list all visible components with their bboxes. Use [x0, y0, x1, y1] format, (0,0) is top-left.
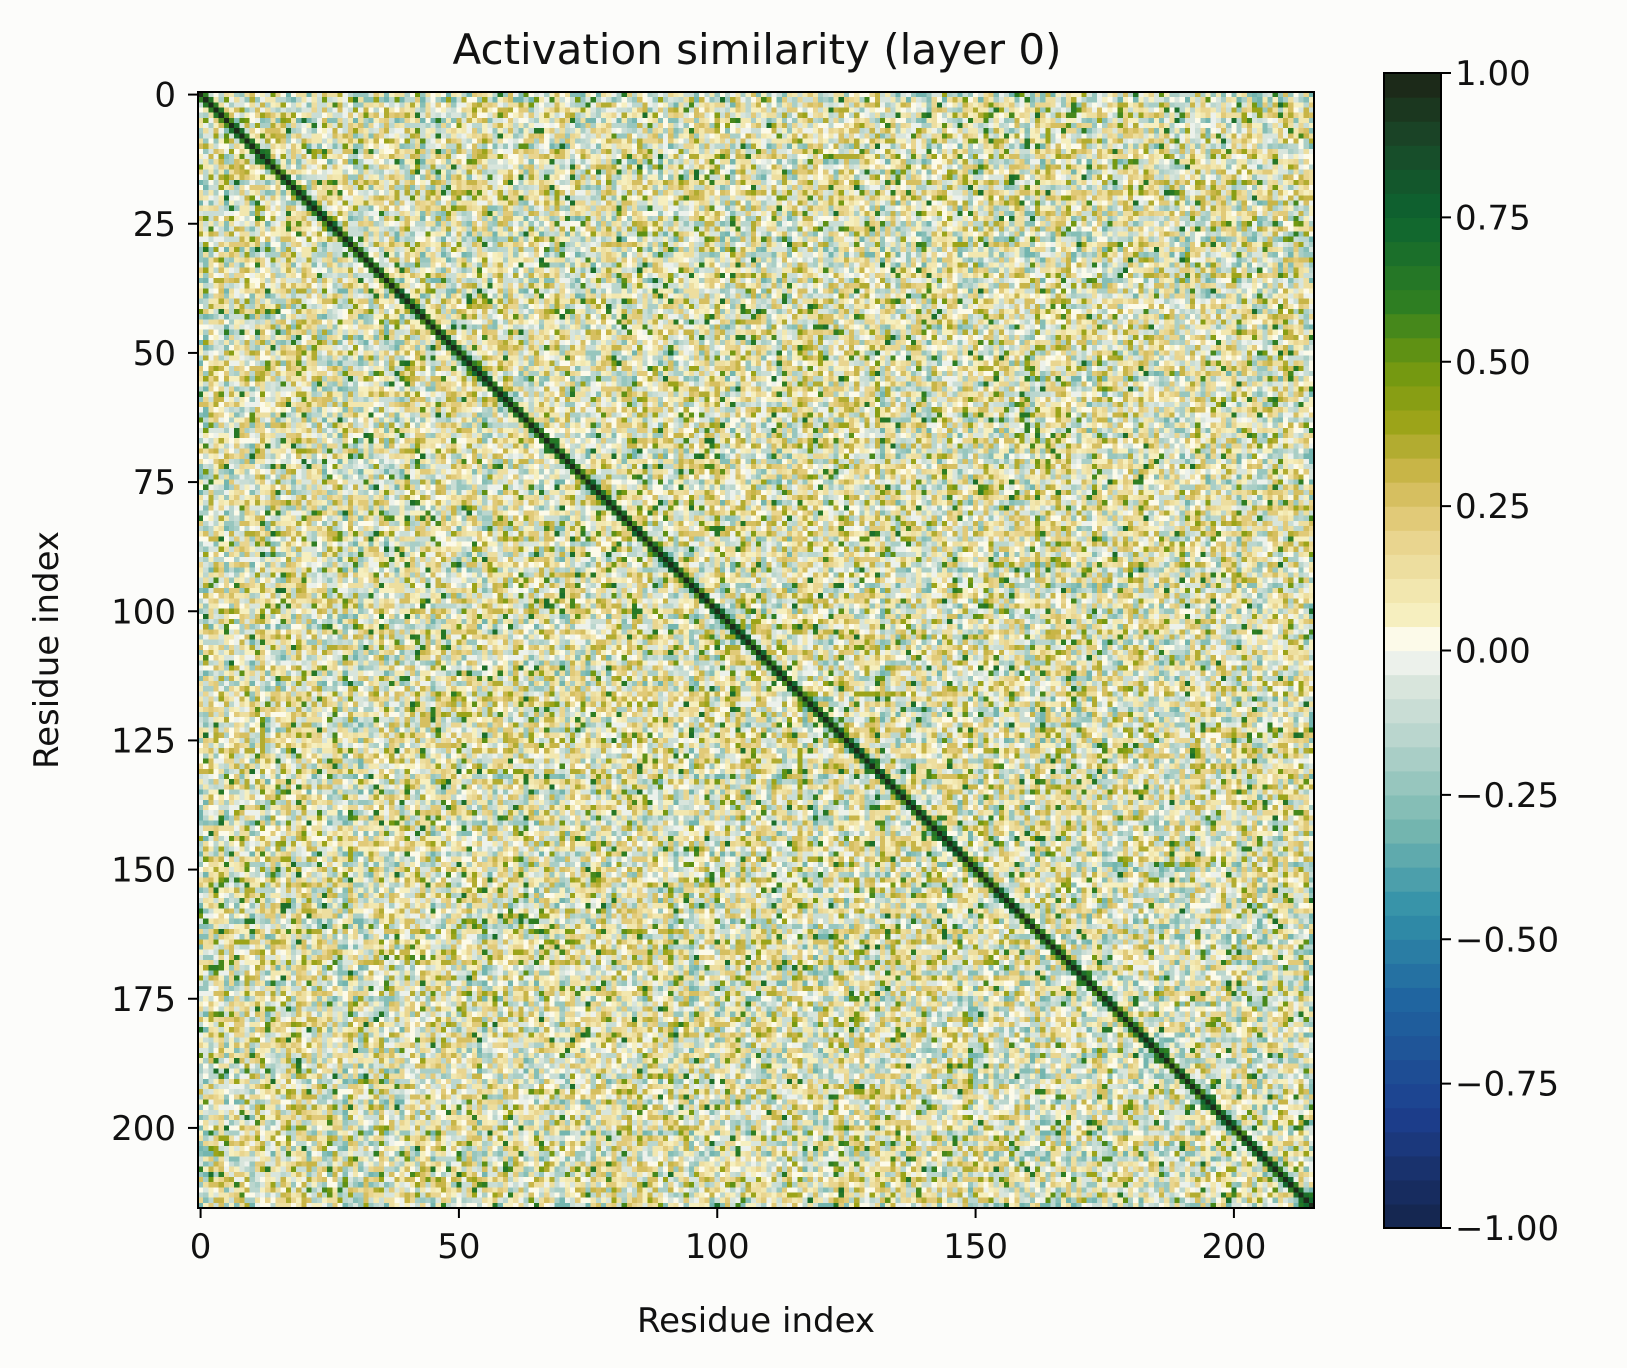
- colorbar-band: [1384, 1011, 1441, 1037]
- colorbar-band: [1384, 482, 1441, 507]
- colorbar-band: [1384, 145, 1441, 170]
- colorbar-band: [1384, 217, 1441, 243]
- y-axis: 0 25 50 75 100 125 150 175 200: [111, 76, 198, 1149]
- colorbar-tick-label: 0.00: [1455, 632, 1531, 672]
- colorbar-band: [1384, 530, 1441, 555]
- colorbar-tick-label: −1.00: [1455, 1209, 1559, 1249]
- colorbar-band: [1384, 939, 1441, 964]
- colorbar-band: [1384, 409, 1441, 435]
- colorbar-band: [1384, 337, 1441, 363]
- colorbar-band: [1384, 987, 1441, 1013]
- colorbar-band: [1384, 1059, 1441, 1085]
- y-tick-label: 175: [111, 980, 176, 1020]
- colorbar-band: [1384, 1155, 1441, 1181]
- y-tick-label: 50: [133, 334, 176, 374]
- colorbar-ticks: 1.00 0.75 0.50 0.25 0.00 −0.25 −0.50 −0.75 −1.00: [1441, 54, 1559, 1249]
- colorbar-band: [1384, 458, 1441, 483]
- colorbar-band: [1384, 554, 1441, 579]
- plot-frame: [197, 91, 1315, 1209]
- colorbar-band: [1384, 1083, 1441, 1109]
- y-tick-label: 25: [133, 205, 176, 245]
- colorbar-band: [1384, 169, 1441, 194]
- colorbar-band: [1384, 385, 1441, 411]
- y-tick-label: 75: [133, 463, 176, 503]
- colorbar-tick-label: 0.75: [1455, 198, 1531, 238]
- y-tick-label: 150: [111, 851, 176, 891]
- colorbar-band: [1384, 1179, 1441, 1205]
- y-tick-label: 0: [154, 76, 176, 116]
- colorbar-band: [1384, 361, 1441, 387]
- colorbar-band: [1384, 794, 1441, 820]
- colorbar-band: [1384, 265, 1441, 291]
- colorbar-tick-label: 0.25: [1455, 487, 1531, 527]
- colorbar-tick-label: −0.25: [1455, 776, 1559, 816]
- x-tick-label: 200: [1201, 1227, 1266, 1267]
- x-tick-label: 100: [685, 1227, 750, 1267]
- colorbar-band: [1384, 1131, 1441, 1157]
- colorbar: 1.00 0.75 0.50 0.25 0.00 −0.25 −0.50 −0.75 −1.00: [1383, 54, 1559, 1249]
- colorbar-band: [1384, 698, 1441, 724]
- colorbar-band: [1384, 602, 1441, 628]
- colorbar-band: [1384, 915, 1441, 940]
- colorbar-band: [1384, 289, 1441, 315]
- colorbar-band: [1384, 626, 1441, 652]
- colorbar-band: [1384, 1035, 1441, 1061]
- colorbar-band: [1384, 891, 1441, 916]
- colorbar-band: [1384, 674, 1441, 700]
- colorbar-band: [1384, 722, 1441, 748]
- y-tick-label: 125: [111, 721, 176, 761]
- colorbar-band: [1384, 313, 1441, 339]
- x-axis: 0 50 100 150 200: [190, 1208, 1266, 1267]
- chart-title: Activation similarity (layer 0): [453, 25, 1062, 74]
- colorbar-band: [1384, 578, 1441, 603]
- colorbar-tick-label: −0.50: [1455, 920, 1559, 960]
- heatmap-cells: [198, 92, 1314, 1208]
- colorbar-band: [1384, 121, 1441, 146]
- y-axis-label: Residue index: [27, 531, 67, 769]
- colorbar-band: [1384, 770, 1441, 796]
- colorbar-band: [1384, 241, 1441, 267]
- colorbar-band: [1384, 73, 1441, 98]
- colorbar-band: [1384, 193, 1441, 218]
- colorbar-band: [1384, 746, 1441, 772]
- colorbar-band: [1384, 843, 1441, 868]
- colorbar-band: [1384, 1107, 1441, 1133]
- y-tick-label: 200: [111, 1109, 176, 1149]
- heatmap-image: [198, 92, 1314, 1208]
- colorbar-tick-label: −0.75: [1455, 1065, 1559, 1105]
- y-tick-label: 100: [111, 592, 176, 632]
- x-tick-label: 50: [437, 1227, 480, 1267]
- colorbar-band: [1384, 433, 1441, 459]
- colorbar-tick-label: 0.50: [1455, 343, 1531, 383]
- colorbar-band: [1384, 97, 1441, 122]
- colorbar-bands: [1384, 73, 1441, 1229]
- x-tick-label: 0: [190, 1227, 212, 1267]
- colorbar-band: [1384, 867, 1441, 892]
- colorbar-tick-label: 1.00: [1455, 54, 1531, 94]
- colorbar-band: [1384, 963, 1441, 988]
- colorbar-band: [1384, 818, 1441, 844]
- colorbar-band: [1384, 1203, 1441, 1229]
- x-axis-label: Residue index: [637, 1301, 875, 1341]
- colorbar-band: [1384, 650, 1441, 676]
- x-tick-label: 150: [943, 1227, 1008, 1267]
- colorbar-band: [1384, 506, 1441, 531]
